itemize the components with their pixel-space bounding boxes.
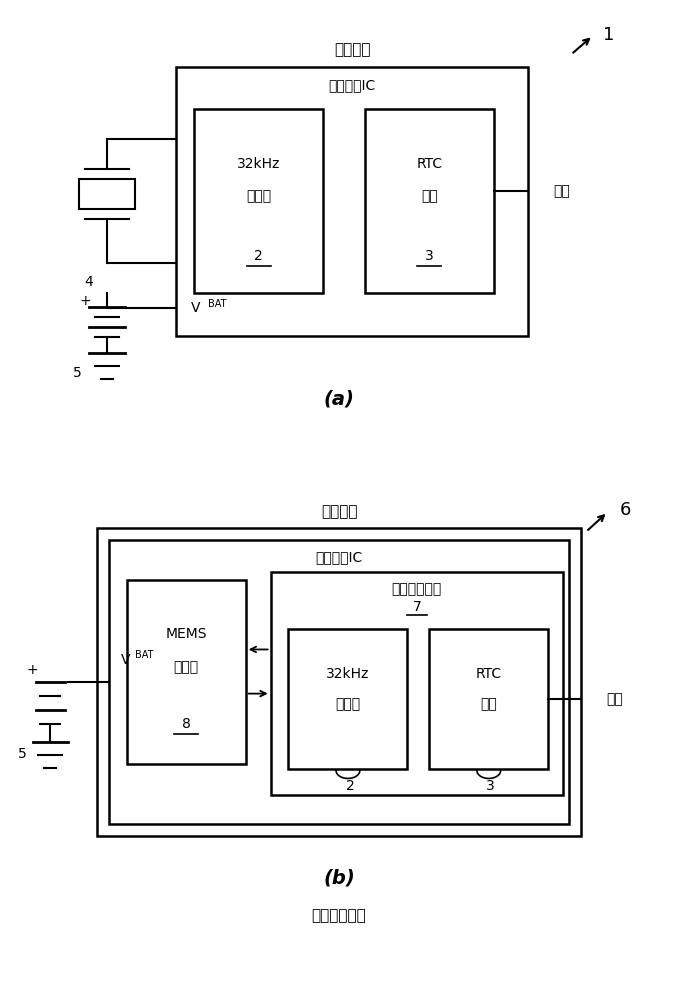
Text: BAT: BAT	[208, 299, 227, 309]
Text: 3: 3	[425, 249, 434, 263]
Text: (a): (a)	[324, 389, 354, 408]
Text: 32kHz: 32kHz	[237, 157, 280, 171]
Text: 2: 2	[346, 779, 354, 793]
Text: 6: 6	[620, 501, 631, 519]
Text: MEMS: MEMS	[166, 627, 207, 641]
Bar	[177, 67, 528, 336]
Text: 实时时钟IC: 实时时钟IC	[329, 78, 376, 92]
Text: 2: 2	[255, 249, 263, 263]
Bar	[365, 109, 494, 293]
Text: 5: 5	[18, 747, 27, 761]
Text: 32kHz: 32kHz	[326, 667, 369, 681]
Text: 振荡器: 振荡器	[335, 697, 361, 711]
Bar	[194, 109, 323, 293]
Text: 7: 7	[412, 600, 421, 614]
Bar	[127, 580, 246, 764]
Text: +: +	[79, 294, 91, 308]
Bar	[270, 572, 563, 795]
Text: 电路: 电路	[481, 697, 497, 711]
Text: 实时时钟: 实时时钟	[320, 504, 357, 519]
Text: V: V	[191, 301, 201, 315]
Text: BAT: BAT	[134, 650, 153, 660]
Text: 3: 3	[486, 779, 495, 793]
Text: 4: 4	[85, 275, 94, 289]
Text: 电路: 电路	[421, 190, 438, 204]
Text: 8: 8	[182, 717, 191, 731]
Text: +: +	[26, 663, 38, 677]
Bar	[79, 179, 134, 209]
Text: 实时时钟芯片: 实时时钟芯片	[392, 582, 442, 596]
Text: 振荡器: 振荡器	[246, 190, 271, 204]
Bar	[109, 540, 569, 824]
Text: 实时时钟: 实时时钟	[334, 42, 371, 57]
Text: V: V	[121, 653, 130, 667]
Text: 时钟: 时钟	[553, 184, 570, 198]
Bar	[289, 629, 407, 769]
Text: RTC: RTC	[416, 157, 442, 171]
Bar	[429, 629, 548, 769]
Text: 时钟: 时钟	[606, 692, 623, 706]
Text: RTC: RTC	[476, 667, 502, 681]
Bar	[97, 528, 581, 836]
Text: 谐振器: 谐振器	[174, 660, 199, 674]
Text: 1: 1	[603, 26, 614, 44]
Text: （现有技术）: （现有技术）	[312, 908, 367, 923]
Text: (b): (b)	[323, 868, 355, 887]
Text: 实时时钟IC: 实时时钟IC	[315, 551, 363, 565]
Text: 5: 5	[73, 366, 81, 380]
